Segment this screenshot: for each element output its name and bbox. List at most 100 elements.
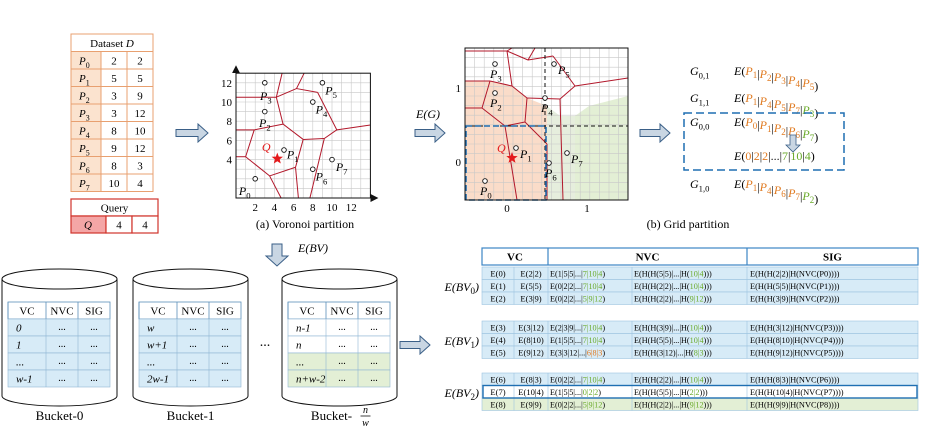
data-point — [281, 147, 287, 153]
table-row: E(7) E(10|4) E(1|5|5|...|0|2|2) E(H(H(5|5)|… — [481, 385, 919, 399]
encrypted-table: VC NVC SIG E(BV0) E(0) E(2|2) E(1|5|5|...|7|10… — [444, 247, 919, 411]
bucket-vc: w+1 — [147, 340, 167, 352]
point-label: P2 — [489, 96, 502, 113]
svg-text:12: 12 — [135, 108, 146, 120]
svg-text:3: 3 — [111, 91, 117, 103]
svg-text:E(0): E(0) — [490, 269, 505, 279]
svg-text:E(1|5|5|...|0|2|2): E(1|5|5|...|0|2|2) — [550, 388, 601, 397]
svg-text:...: ... — [370, 356, 378, 367]
flow-arrows — [175, 122, 671, 356]
group-label: E(BV1) — [444, 334, 480, 350]
svg-text:E(1|5|5|...|7|10|4): E(1|5|5|...|7|10|4) — [550, 270, 605, 279]
point-label: P3 — [259, 89, 272, 106]
svg-text:E(H(H(2|2)|...|H(10|4))): E(H(H(2|2)|...|H(10|4))) — [634, 282, 712, 291]
grid-cell-row: E(0|2|2|...|7|10|4) — [733, 149, 815, 163]
svg-text:G0,0: G0,0 — [690, 115, 709, 132]
grid-cell-encryptions: G0,1 E(P1|P2|P3|P4|P5)G1,1 E(P1|P4|P5|P7|P… — [683, 64, 845, 206]
svg-text:...: ... — [189, 373, 197, 384]
svg-text:E(2): E(2) — [490, 294, 505, 304]
y-tick-label: 1 — [456, 83, 462, 95]
y-tick-label: 6 — [227, 135, 233, 147]
svg-text:E(10|4): E(10|4) — [518, 387, 544, 397]
point-label: P1 — [286, 148, 299, 165]
bucket-header: VC — [150, 306, 165, 318]
bucket-header: SIG — [216, 306, 234, 318]
svg-text:E(3): E(3) — [490, 323, 505, 333]
svg-text:E(0|2|2|...|7|10|4): E(0|2|2|...|7|10|4) — [550, 282, 605, 291]
svg-text:...: ... — [370, 322, 378, 333]
table-group: E(BV2) E(6) E(8|3) E(0|2|2|...|7|10|4) E(H(H… — [444, 372, 919, 411]
svg-text:G1,0: G1,0 — [690, 177, 709, 194]
table-group: E(BV1) E(3) E(3|12) E(2|3|9|...|7|10|4) E(H(… — [444, 320, 919, 359]
query-label: Q — [262, 140, 271, 154]
table-row: E(1) E(5|5) E(0|2|2|...|7|10|4) E(H(H(2|2)|… — [481, 279, 919, 293]
bucket-name: Bucket- — [311, 408, 352, 423]
bucket-header: VC — [299, 306, 314, 318]
svg-text:E(H(H(5|5)|...|H(10|4))): E(H(H(5|5)|...|H(10|4))) — [634, 336, 712, 345]
svg-text:n: n — [363, 405, 368, 416]
bucket-vc: 0 — [16, 323, 22, 335]
svg-text:E(8): E(8) — [490, 400, 505, 410]
data-point — [513, 145, 519, 151]
group-label: E(BV2) — [444, 386, 480, 402]
x-tick-label: 8 — [310, 202, 316, 214]
svg-text:9: 9 — [111, 143, 117, 155]
svg-text:Q: Q — [84, 220, 92, 232]
svg-text:E(H(H(2|2)|...|H(9|12))): E(H(H(2|2)|...|H(9|12))) — [634, 295, 712, 304]
svg-text:E(H(H(3|9)|H(NVC(P2)))): E(H(H(3|9)|H(NVC(P2)))) — [750, 295, 840, 304]
svg-text:w: w — [362, 418, 369, 428]
svg-text:...: ... — [90, 322, 98, 333]
bucket-vc: w-1 — [16, 374, 33, 386]
svg-text:2: 2 — [137, 56, 143, 68]
svg-text:E(3|9): E(3|9) — [520, 294, 541, 304]
svg-text:E(H(H(2|2)|...|H(9|12))): E(H(H(2|2)|...|H(9|12))) — [634, 401, 712, 410]
svg-text:...: ... — [58, 339, 66, 350]
svg-text:E(H(H(2|2)|...|H(10|4))): E(H(H(2|2)|...|H(10|4))) — [634, 376, 712, 385]
point-label: P4 — [540, 101, 553, 118]
svg-text:...: ... — [58, 322, 66, 333]
svg-text:E(H(H(10|4)|H(NVC(P7)))): E(H(H(10|4)|H(NVC(P7)))) — [750, 388, 844, 397]
svg-text:...: ... — [338, 356, 346, 367]
dataset-row: P1 5 5 — [70, 68, 154, 87]
svg-text:12: 12 — [135, 143, 146, 155]
data-point — [551, 61, 557, 67]
svg-text:3: 3 — [111, 108, 117, 120]
svg-text:E(9|9): E(9|9) — [520, 400, 541, 410]
svg-text:E(P1|P2|P3|P4|P5): E(P1|P2|P3|P4|P5) — [733, 64, 818, 93]
bucket-vc: 1 — [16, 340, 22, 352]
x-tick-label: 12 — [346, 202, 357, 214]
point-label: P6 — [544, 166, 557, 183]
svg-text:E(P0|P1|P2|P6|P7): E(P0|P1|P2|P6|P7) — [733, 115, 818, 144]
point-label: P0 — [238, 184, 251, 201]
point-label: P3 — [489, 67, 502, 84]
point-label: P5 — [557, 63, 570, 80]
x-tick-label: 2 — [252, 202, 258, 214]
query-title: Query — [101, 203, 129, 215]
data-point — [492, 90, 498, 96]
buckets: VC NVC SIG 0... ... 1............ ... w-1......… — [1, 268, 398, 428]
table-row: E(6) E(8|3) E(0|2|2|...|7|10|4) E(H(H(2|2)|… — [481, 372, 919, 386]
y-tick-label: 4 — [227, 155, 233, 167]
x-tick-label: 4 — [272, 202, 278, 214]
svg-text:E(H(H(5|5)|...|H(10|4))): E(H(H(5|5)|...|H(10|4))) — [634, 270, 712, 279]
bucket-vc: w — [147, 323, 155, 335]
svg-text:10: 10 — [109, 178, 121, 190]
dataset-row: P2 3 9 — [70, 86, 154, 105]
svg-text:E(5): E(5) — [490, 348, 505, 358]
bucket-vc: ... — [16, 357, 24, 369]
grid-cell-row: G1,1 E(P1|P4|P5|P7|P3) — [690, 91, 818, 120]
svg-text:...: ... — [90, 373, 98, 384]
svg-text:E(H(H(8|10)|H(NVC(P4)))): E(H(H(8|10)|H(NVC(P4)))) — [750, 336, 844, 345]
point-label: P2 — [258, 116, 271, 133]
svg-text:E(5|5): E(5|5) — [520, 281, 541, 291]
svg-text:...: ... — [370, 373, 378, 384]
svg-text:E(2|2): E(2|2) — [520, 269, 541, 279]
svg-text:E(7): E(7) — [490, 387, 505, 397]
svg-text:E(H(H(9|12)|H(NVC(P5)))): E(H(H(9|12)|H(NVC(P5)))) — [750, 349, 844, 358]
svg-text:G1,1: G1,1 — [690, 91, 709, 108]
svg-text:E(H(H(5|5)|H(NVC(P1)))): E(H(H(5|5)|H(NVC(P1)))) — [750, 282, 840, 291]
svg-text:P2: P2 — [78, 91, 90, 105]
svg-text:...: ... — [189, 339, 197, 350]
svg-text:E(9|12): E(9|12) — [518, 348, 544, 358]
